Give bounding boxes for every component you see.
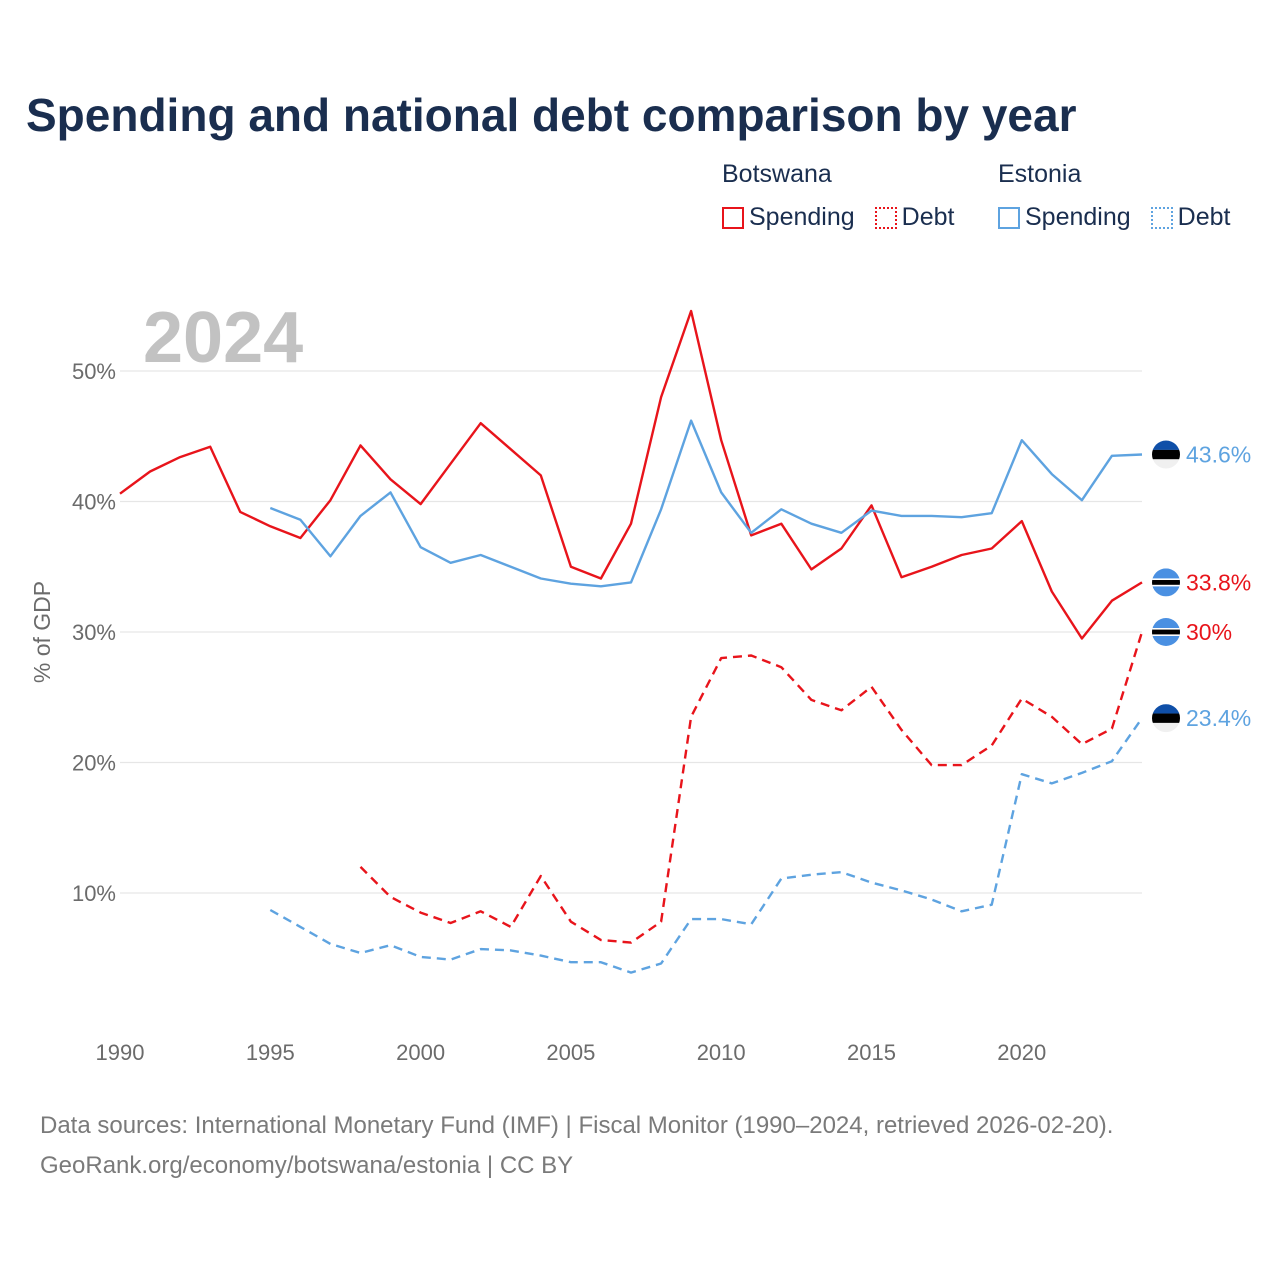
legend-label: Spending — [749, 203, 855, 231]
legend-swatch-dotted — [1150, 206, 1173, 229]
legend-swatch-solid — [722, 206, 744, 229]
y-tick-label: 20% — [72, 751, 116, 776]
grid — [120, 370, 1142, 894]
y-tick-label: 30% — [72, 620, 116, 645]
end-value-label: 23.4% — [1186, 705, 1251, 731]
legend-country-botswana: Botswana — [722, 160, 832, 188]
x-tick-label: 2000 — [396, 1040, 445, 1065]
estonia-flag-icon — [1152, 440, 1180, 469]
legend-estonia: Estonia Spending Debt — [998, 160, 1230, 232]
x-tick-label: 2020 — [997, 1040, 1046, 1065]
year-watermark: 2024 — [143, 298, 303, 378]
series — [119, 309, 1144, 974]
legend-botswana-spending[interactable]: Spending — [722, 203, 855, 232]
y-tick-label: 50% — [72, 359, 116, 384]
y-tick-label: 10% — [72, 881, 116, 906]
legend-label: Debt — [901, 203, 955, 231]
x-tick-label: 1990 — [96, 1040, 145, 1065]
botswana-flag-icon — [1152, 568, 1180, 597]
series-line-estonia-debt[interactable] — [269, 717, 1143, 974]
legend-swatch-solid — [998, 206, 1020, 229]
x-tick-label: 2015 — [847, 1040, 896, 1065]
legend-botswana-debt[interactable]: Debt — [874, 203, 955, 232]
estonia-flag-icon — [1152, 704, 1180, 733]
line-chart: 2024 % of GDP 10% 20% 30% 40% 50% 1990 1995 200… — [29, 298, 1251, 1065]
botswana-flag-icon — [1152, 618, 1180, 646]
y-axis-title: % of GDP — [29, 581, 55, 683]
series-line-botswana-debt[interactable] — [359, 631, 1144, 944]
chart-title: Spending and national debt comparison by… — [26, 89, 1077, 141]
series-line-estonia-spending[interactable] — [269, 419, 1143, 588]
end-markers: 33.8% 30% 43.6% 23.4% — [1152, 440, 1251, 733]
x-tick-label: 1995 — [246, 1040, 295, 1065]
legend-estonia-debt[interactable]: Debt — [1150, 203, 1231, 232]
legend-label: Debt — [1177, 203, 1231, 231]
legend-swatch-dotted — [874, 206, 897, 229]
end-value-label: 30% — [1186, 619, 1232, 645]
x-tick-label: 2010 — [697, 1040, 746, 1065]
x-tick-label: 2005 — [546, 1040, 595, 1065]
series-line-botswana-spending[interactable] — [119, 309, 1143, 640]
footer-source: Data sources: International Monetary Fun… — [40, 1112, 1114, 1139]
axes: 10% 20% 30% 40% 50% 1990 1995 2000 2005 2010 2015 2… — [72, 359, 1046, 1065]
end-value-label: 43.6% — [1186, 442, 1251, 468]
legend-label: Spending — [1025, 203, 1131, 231]
y-tick-label: 40% — [72, 490, 116, 515]
legend-estonia-spending[interactable]: Spending — [998, 203, 1131, 232]
legend-country-estonia: Estonia — [998, 160, 1082, 188]
footer: Data sources: International Monetary Fun… — [40, 1106, 1113, 1186]
legend-botswana: Botswana Spending Debt — [722, 160, 954, 232]
footer-link[interactable]: GeoRank.org/economy/botswana/estonia | C… — [40, 1152, 574, 1179]
end-value-label: 33.8% — [1186, 569, 1251, 595]
